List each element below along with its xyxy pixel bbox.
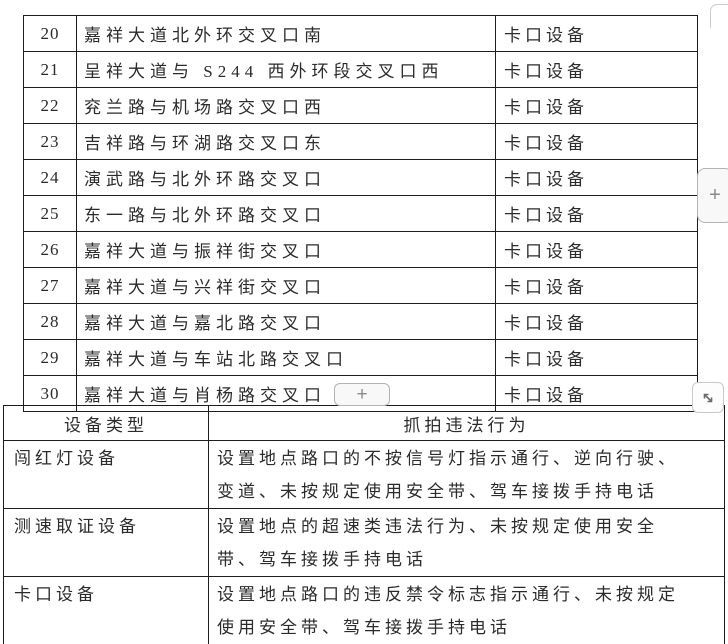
plus-icon: + [356, 383, 368, 405]
device-cell: 卡口设备 [495, 303, 698, 340]
violation-line: 使用安全带、驾车接拨手持电话 [217, 618, 511, 637]
row-number-cell: 20 [23, 15, 77, 52]
table-row: 22 兖兰路与机场路交叉口西 卡口设备 [23, 87, 698, 124]
device-cell: 卡口设备 [495, 51, 698, 88]
table-row: 闯红灯设备 设置地点路口的不按信号灯指示通行、逆向行驶、 变道、未按规定使用安全… [3, 440, 725, 509]
add-row-button[interactable]: + [334, 383, 390, 406]
device-cell: 卡口设备 [495, 87, 698, 124]
device-cell: 卡口设备 [495, 267, 698, 304]
location-cell: 呈祥大道与 S244 西外环段交叉口西 [76, 51, 496, 88]
table-row: 25 东一路与北外环路交叉口 卡口设备 [23, 195, 698, 232]
table-row: 24 演武路与北外环路交叉口 卡口设备 [23, 159, 698, 196]
location-cell: 东一路与北外环路交叉口 [76, 195, 496, 232]
device-location-table-body: 20 嘉祥大道北外环交叉口南 卡口设备 21 呈祥大道与 S244 西外环段交叉… [23, 15, 698, 412]
location-cell: 嘉祥大道北外环交叉口南 [76, 15, 496, 52]
location-cell: 吉祥路与环湖路交叉口东 [76, 123, 496, 160]
cutoff-button-corner [710, 4, 728, 28]
violation-line: 变道、未按规定使用安全带、驾车接拨手持电话 [217, 482, 658, 501]
location-cell: 嘉祥大道与嘉北路交叉口 [76, 303, 496, 340]
table-row: 26 嘉祥大道与振祥街交叉口 卡口设备 [23, 231, 698, 268]
device-type-cell: 卡口设备 [3, 576, 209, 644]
table-row: 27 嘉祥大道与兴祥街交叉口 卡口设备 [23, 267, 698, 304]
resize-table-handle[interactable] [692, 382, 724, 413]
row-number-cell: 22 [23, 87, 77, 124]
device-cell: 卡口设备 [495, 123, 698, 160]
device-type-cell: 闯红灯设备 [3, 440, 209, 509]
row-number-cell: 25 [23, 195, 77, 232]
device-cell: 卡口设备 [495, 159, 698, 196]
resize-diagonal-icon [699, 389, 717, 407]
table-row: 卡口设备 设置地点路口的违反禁令标志指示通行、未按规定 使用安全带、驾车接拨手持… [3, 576, 725, 644]
add-column-button[interactable]: + [697, 168, 728, 223]
violation-cell: 设置地点路口的违反禁令标志指示通行、未按规定 使用安全带、驾车接拨手持电话 [208, 576, 725, 644]
location-cell: 嘉祥大道与兴祥街交叉口 [76, 267, 496, 304]
violation-line: 带、驾车接拨手持电话 [217, 550, 427, 569]
location-cell: 兖兰路与机场路交叉口西 [76, 87, 496, 124]
table-row: 21 呈祥大道与 S244 西外环段交叉口西 卡口设备 [23, 51, 698, 88]
location-cell: 演武路与北外环路交叉口 [76, 159, 496, 196]
row-number-cell: 26 [23, 231, 77, 268]
violation-cell: 设置地点路口的不按信号灯指示通行、逆向行驶、 变道、未按规定使用安全带、驾车接拨… [208, 440, 725, 509]
device-type-table: 设备类型 抓拍违法行为 闯红灯设备 设置地点路口的不按信号灯指示通行、逆向行驶、… [3, 405, 725, 644]
row-number-cell: 21 [23, 51, 77, 88]
row-number-cell: 27 [23, 267, 77, 304]
violation-line: 设置地点路口的违反禁令标志指示通行、未按规定 [217, 585, 679, 604]
row-number-cell: 23 [23, 123, 77, 160]
violation-cell: 设置地点的超速类违法行为、未按规定使用安全 带、驾车接拨手持电话 [208, 508, 725, 577]
violation-line: 设置地点路口的不按信号灯指示通行、逆向行驶、 [217, 449, 679, 468]
table-row: 20 嘉祥大道北外环交叉口南 卡口设备 [23, 15, 698, 52]
violation-header: 抓拍违法行为 [208, 405, 725, 441]
device-type-cell: 测速取证设备 [3, 508, 209, 577]
row-number-cell: 24 [23, 159, 77, 196]
device-cell: 卡口设备 [495, 231, 698, 268]
device-type-header: 设备类型 [3, 405, 209, 441]
plus-icon: + [709, 184, 721, 206]
location-cell: 嘉祥大道与车站北路交叉口 [76, 339, 496, 376]
table-row: 28 嘉祥大道与嘉北路交叉口 卡口设备 [23, 303, 698, 340]
violation-line: 设置地点的超速类违法行为、未按规定使用安全 [217, 517, 658, 536]
location-cell: 嘉祥大道与振祥街交叉口 [76, 231, 496, 268]
device-cell: 卡口设备 [495, 339, 698, 376]
table-header-row: 设备类型 抓拍违法行为 [3, 405, 725, 441]
table-row: 23 吉祥路与环湖路交叉口东 卡口设备 [23, 123, 698, 160]
device-location-table: 20 嘉祥大道北外环交叉口南 卡口设备 21 呈祥大道与 S244 西外环段交叉… [23, 15, 698, 412]
table-row: 测速取证设备 设置地点的超速类违法行为、未按规定使用安全 带、驾车接拨手持电话 [3, 508, 725, 577]
row-number-cell: 28 [23, 303, 77, 340]
device-cell: 卡口设备 [495, 195, 698, 232]
table-row: 29 嘉祥大道与车站北路交叉口 卡口设备 [23, 339, 698, 376]
row-number-cell: 29 [23, 339, 77, 376]
device-cell: 卡口设备 [495, 15, 698, 52]
